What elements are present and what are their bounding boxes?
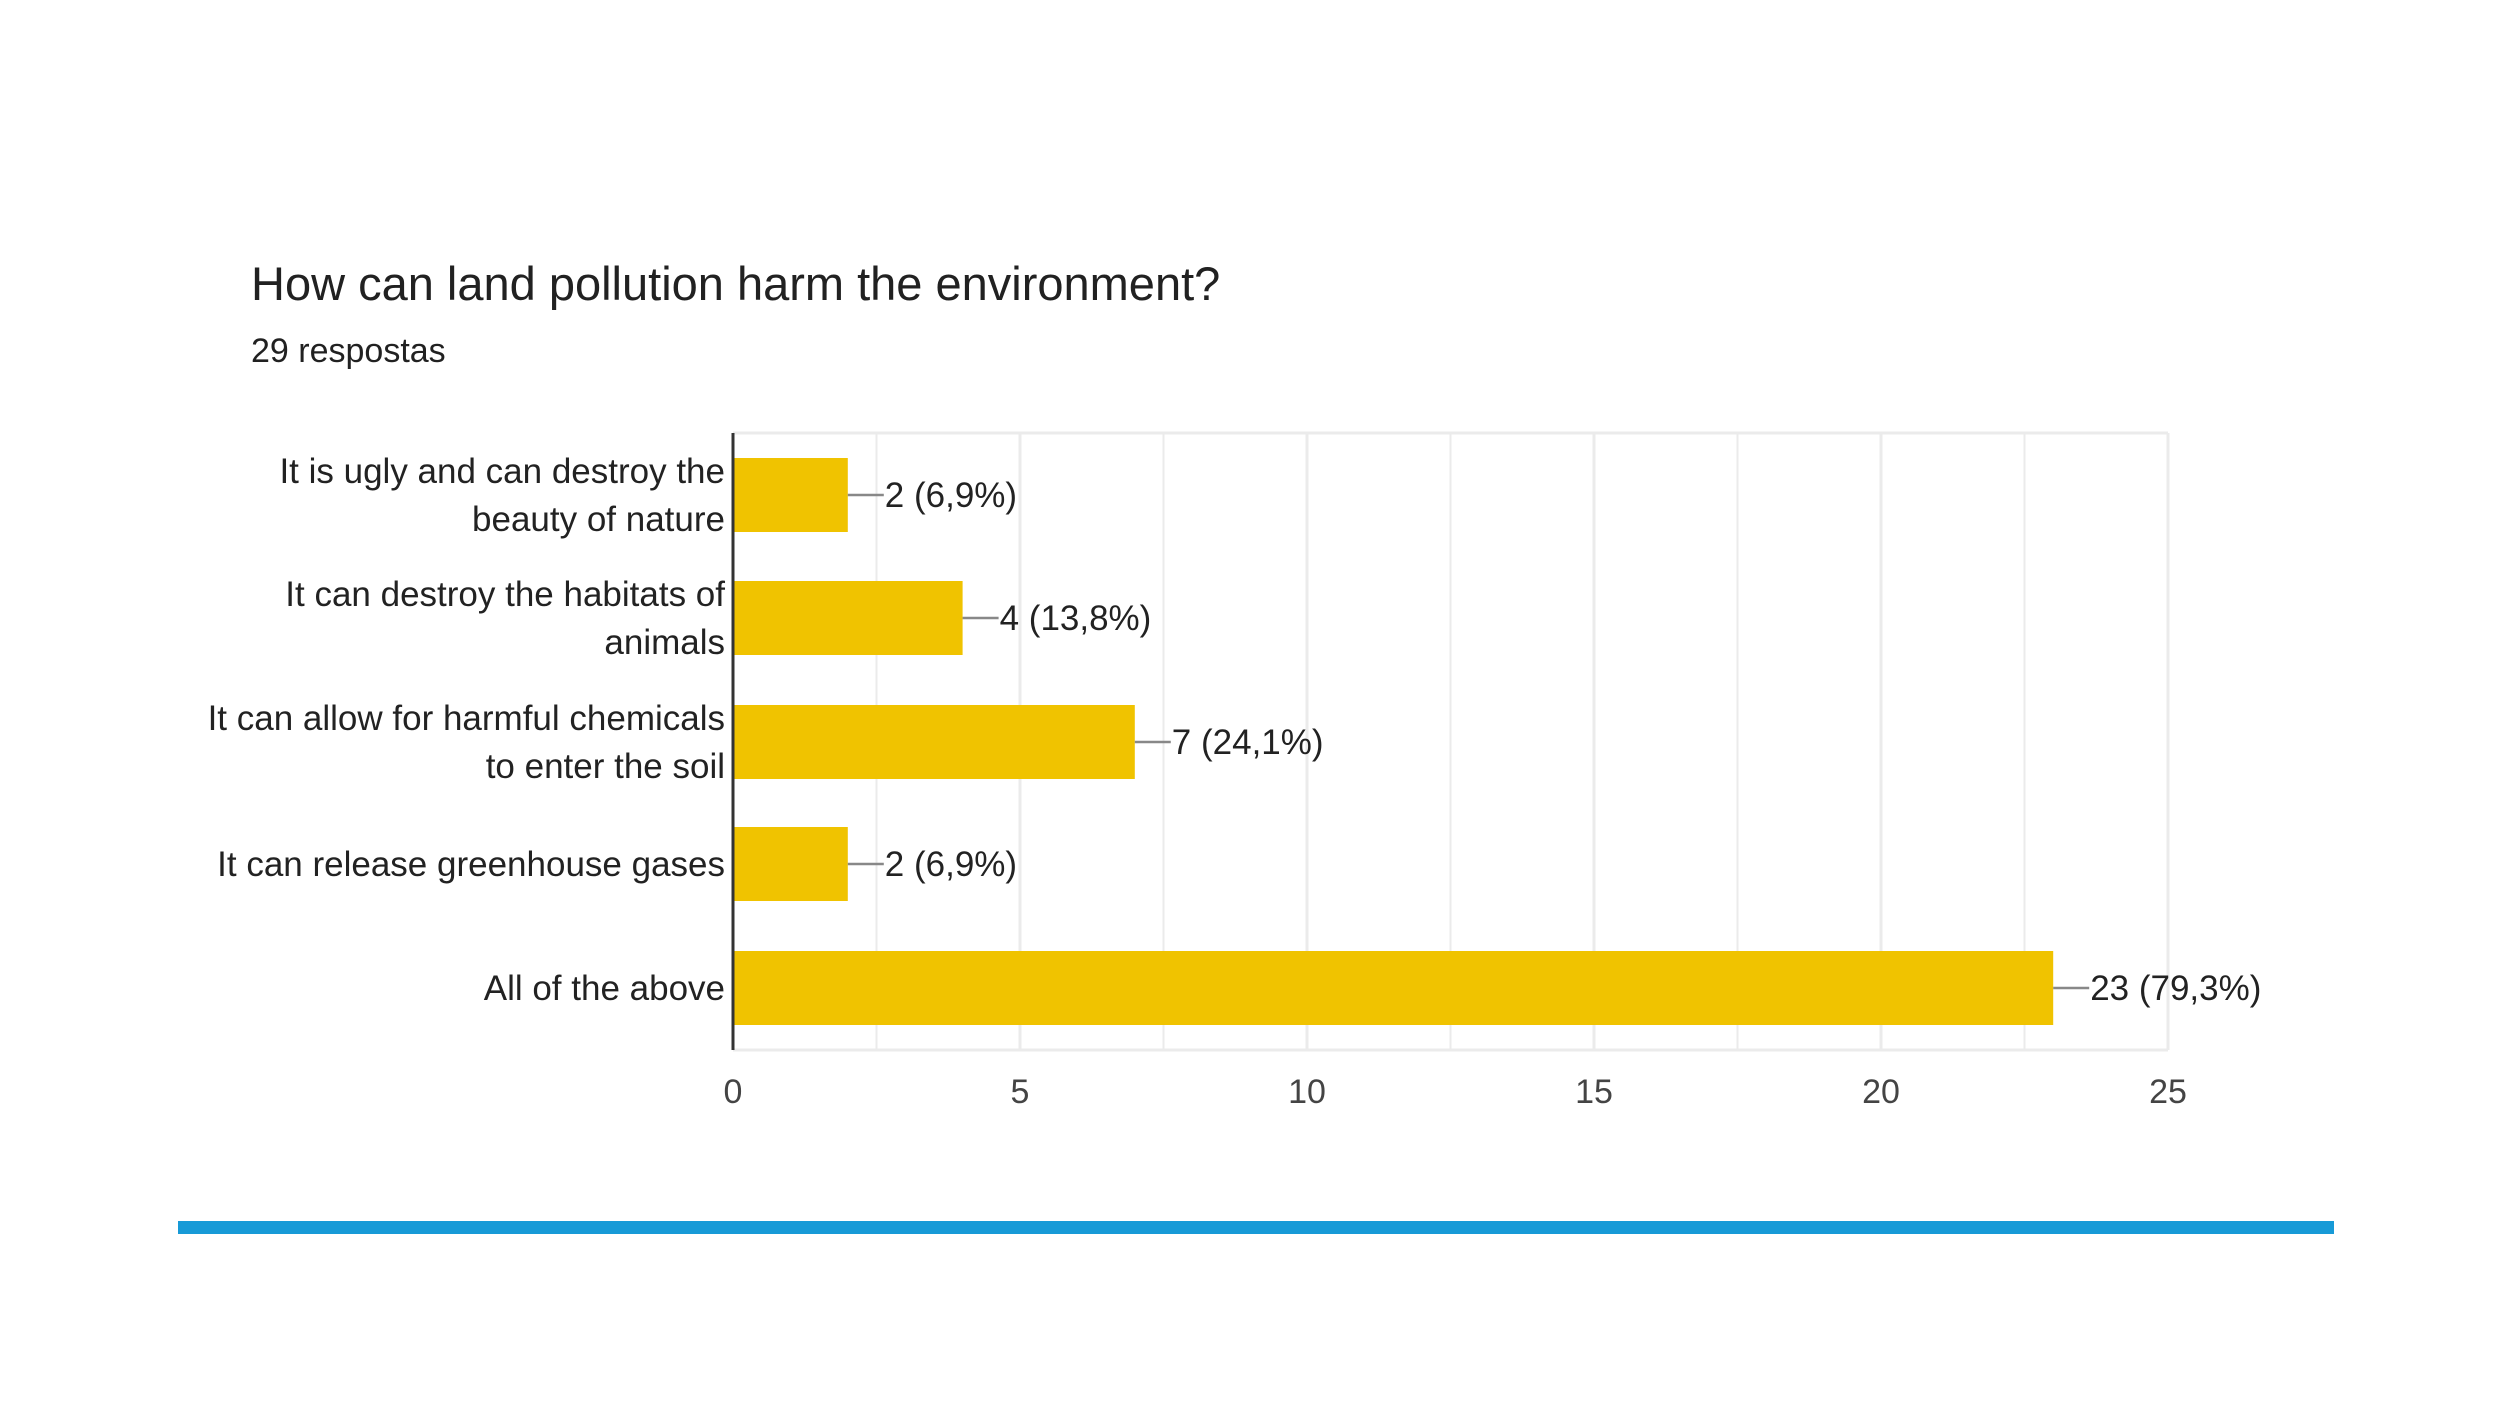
data-label: 7 (24,1%)	[1172, 723, 1324, 762]
category-label: It can destroy the habitats of	[285, 575, 725, 614]
x-tick-label: 15	[1575, 1073, 1613, 1111]
bar	[733, 458, 848, 532]
bar	[733, 827, 848, 901]
x-tick-label: 10	[1288, 1073, 1326, 1111]
x-tick-label: 25	[2149, 1073, 2187, 1111]
data-label: 23 (79,3%)	[2090, 969, 2261, 1008]
category-label: All of the above	[484, 969, 725, 1008]
labels: 0 5 10 15 20 25 2 (6,9%) It is ugly and can des…	[208, 452, 2262, 1111]
response-count: 29 respostas	[251, 332, 446, 370]
category-label: It is ugly and can destroy the	[279, 452, 725, 491]
category-label: animals	[604, 623, 725, 662]
data-label: 2 (6,9%)	[885, 476, 1017, 515]
data-label: 4 (13,8%)	[1000, 599, 1152, 638]
category-label: It can release greenhouse gases	[217, 845, 725, 884]
category-label: It can allow for harmful chemicals	[208, 699, 725, 738]
category-label: beauty of nature	[472, 500, 725, 539]
x-tick-label: 20	[1862, 1073, 1900, 1111]
bars	[733, 458, 2054, 1025]
bar	[733, 951, 2054, 1025]
chart-title: How can land pollution harm the environm…	[251, 257, 1220, 310]
data-label: 2 (6,9%)	[885, 845, 1017, 884]
category-label: to enter the soil	[486, 747, 725, 786]
bar	[733, 581, 963, 655]
footer-accent-bar	[178, 1221, 2334, 1234]
x-tick-label: 0	[724, 1073, 743, 1111]
bar	[733, 705, 1135, 779]
x-tick-label: 5	[1011, 1073, 1030, 1111]
